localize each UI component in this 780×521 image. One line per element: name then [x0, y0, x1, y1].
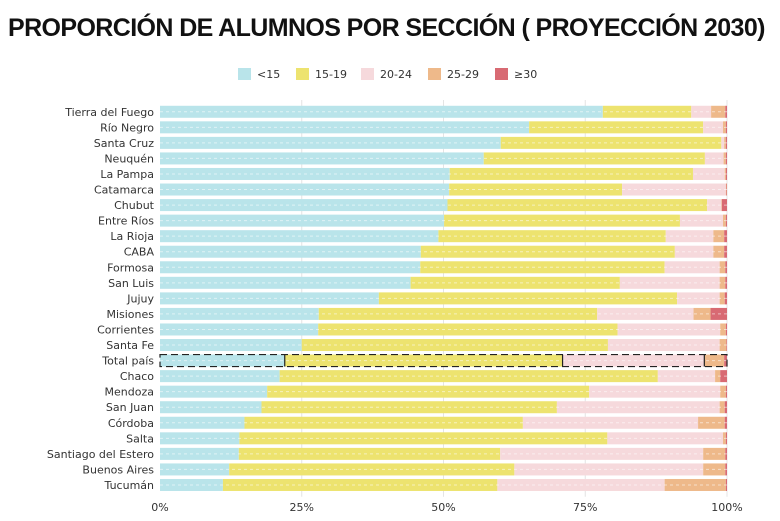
bar-segment — [420, 261, 665, 274]
category-label: Santiago del Estero — [47, 448, 154, 461]
legend-swatch — [361, 68, 374, 80]
x-tick-label: 50% — [431, 501, 455, 514]
category-label: Río Negro — [100, 121, 154, 134]
x-tick-label: 0% — [151, 501, 168, 514]
category-label: Buenos Aires — [82, 463, 154, 476]
category-label: Misiones — [106, 308, 154, 321]
chart-title: PROPORCIÓN DE ALUMNOS POR SECCIÓN ( PROY… — [8, 14, 765, 42]
bars — [160, 105, 728, 491]
category-label: Corrientes — [97, 323, 154, 336]
category-label: La Pampa — [100, 168, 154, 181]
x-tick-label: 75% — [573, 501, 597, 514]
bar-segment — [449, 183, 623, 196]
bar-segment — [597, 307, 694, 320]
legend-label: 25-29 — [447, 68, 479, 81]
category-label: Tucumán — [104, 479, 154, 492]
highlight-box — [159, 353, 728, 368]
category-label: Formosa — [107, 261, 154, 274]
bar-segment — [447, 199, 708, 212]
bar-segment — [160, 276, 411, 289]
bar-segment — [160, 463, 230, 476]
bar-segment — [239, 432, 608, 445]
bar-segment — [238, 447, 501, 460]
bar-segment — [160, 370, 280, 383]
category-labels: Tierra del Fuego Río Negro Santa Cruz Neuqu… — [47, 106, 155, 492]
bar-segment — [261, 401, 557, 414]
bar-segment — [622, 183, 726, 196]
category-label: Total país — [101, 355, 154, 368]
category-label: Catamarca — [94, 184, 154, 197]
bar-segment — [719, 339, 727, 352]
category-label: Jujuy — [126, 292, 154, 305]
category-label: Tierra del Fuego — [64, 106, 154, 119]
x-axis-ticks: 0% 25% 50% 75% 100% — [151, 501, 742, 514]
bar-segment — [721, 199, 722, 212]
bar-segment — [160, 152, 484, 165]
bar-segment — [556, 401, 720, 414]
category-label: Neuquén — [104, 152, 154, 165]
legend: <15 15-19 20-24 25-29 ≥30 — [238, 68, 537, 81]
bar-segment — [160, 199, 448, 212]
bar-segment — [160, 105, 603, 118]
bar-segment — [160, 214, 445, 227]
x-tick-label: 25% — [290, 501, 314, 514]
legend-swatch — [428, 68, 441, 80]
bar-segment — [449, 167, 693, 180]
total-highlight — [159, 353, 728, 368]
legend-label: <15 — [257, 68, 280, 81]
bar-segment — [719, 401, 725, 414]
bar-segment — [284, 354, 563, 367]
category-label: Santa Fe — [106, 339, 154, 352]
bar-segment — [607, 339, 720, 352]
bar-segment — [720, 385, 726, 398]
category-label: La Rioja — [110, 230, 154, 243]
legend-label: 15-19 — [315, 68, 347, 81]
category-label: CABA — [124, 246, 155, 259]
bar-segment — [160, 245, 421, 258]
category-label: Entre Ríos — [98, 215, 154, 228]
bar-segment — [664, 261, 720, 274]
category-label: San Juan — [106, 401, 154, 414]
legend-swatch — [296, 68, 309, 80]
legend-swatch — [238, 68, 251, 80]
bar-segment — [719, 292, 725, 305]
bar-segment — [420, 245, 675, 258]
bar-segment — [562, 354, 705, 367]
x-tick-label: 100% — [711, 501, 742, 514]
bar-segment — [160, 432, 240, 445]
bar-segment — [719, 276, 726, 289]
bar-segment — [318, 307, 598, 320]
bar-segment — [719, 261, 726, 274]
bar-segment — [160, 385, 268, 398]
bar-segment — [698, 416, 725, 429]
legend-label: 20-24 — [380, 68, 412, 81]
bar-segment — [160, 121, 530, 134]
bar-segment — [500, 447, 704, 460]
bar-segment — [160, 447, 239, 460]
bar-segment — [721, 136, 725, 149]
legend-swatch — [495, 68, 508, 80]
category-label: Chaco — [120, 370, 154, 383]
bar-segment — [720, 323, 726, 336]
bar-segment — [657, 370, 716, 383]
legend-label: ≥30 — [514, 68, 537, 81]
category-label: Salta — [126, 432, 154, 445]
category-label: Mendoza — [105, 386, 154, 399]
bar-segment — [715, 370, 721, 383]
bar-segment — [514, 463, 704, 476]
category-label: Córdoba — [108, 417, 154, 430]
bar-segment — [617, 323, 721, 336]
bar-segment — [720, 370, 727, 383]
bar-segment — [160, 261, 421, 274]
category-label: San Luis — [108, 277, 154, 290]
bar-segment — [267, 385, 590, 398]
category-label: Santa Cruz — [94, 137, 154, 150]
bar-segment — [160, 339, 302, 352]
category-label: Chubut — [114, 199, 155, 212]
bar-segment — [619, 276, 720, 289]
bar-segment — [677, 292, 720, 305]
